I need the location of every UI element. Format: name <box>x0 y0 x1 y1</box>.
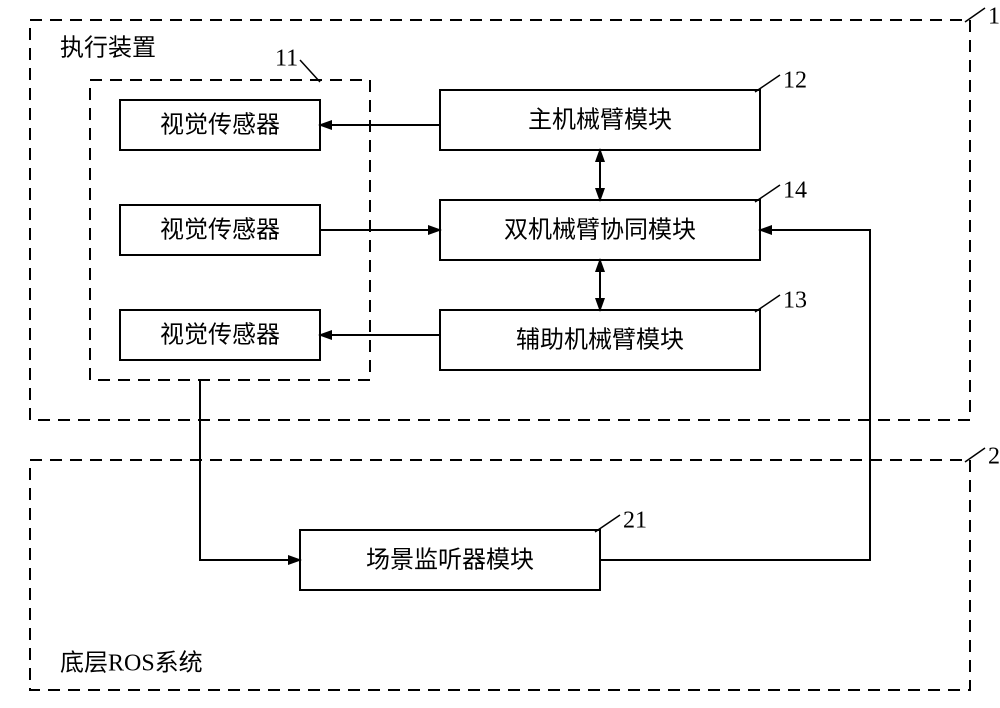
aux-arm-module-label: 辅助机械臂模块 <box>516 327 684 354</box>
aux-arm-module-number: 13 <box>783 288 807 314</box>
arrow-sensors-to-scene <box>200 380 300 560</box>
main-arm-module-label: 主机械臂模块 <box>528 107 672 134</box>
dual-arm-module-label: 双机械臂协同模块 <box>504 217 696 244</box>
vision-sensor-3-label: 视觉传感器 <box>160 322 280 349</box>
scene-monitor-module-leader <box>595 515 620 532</box>
ros_system-leader <box>965 448 985 462</box>
vision-sensor-1-label: 视觉传感器 <box>160 112 280 139</box>
ros_system-number: 2 <box>988 444 1000 470</box>
system-diagram: 执行装置1底层ROS系统211视觉传感器视觉传感器视觉传感器主机械臂模块12双机… <box>0 0 1000 708</box>
main-arm-module-leader <box>755 75 780 92</box>
main-arm-module-number: 12 <box>783 68 807 94</box>
exec_device-leader <box>965 8 985 22</box>
ros_system-title: 底层ROS系统 <box>60 650 203 677</box>
vision-sensor-2-label: 视觉传感器 <box>160 217 280 244</box>
dual-arm-module-number: 14 <box>783 178 807 204</box>
exec_device-number: 1 <box>988 4 1000 30</box>
sensor-group-number: 11 <box>275 46 298 72</box>
scene-monitor-module-number: 21 <box>623 508 647 534</box>
sensor-group-leader <box>300 60 320 82</box>
exec_device-title: 执行装置 <box>60 35 156 62</box>
dual-arm-module-leader <box>755 185 780 202</box>
scene-monitor-module-label: 场景监听器模块 <box>366 547 534 574</box>
aux-arm-module-leader <box>755 295 780 312</box>
